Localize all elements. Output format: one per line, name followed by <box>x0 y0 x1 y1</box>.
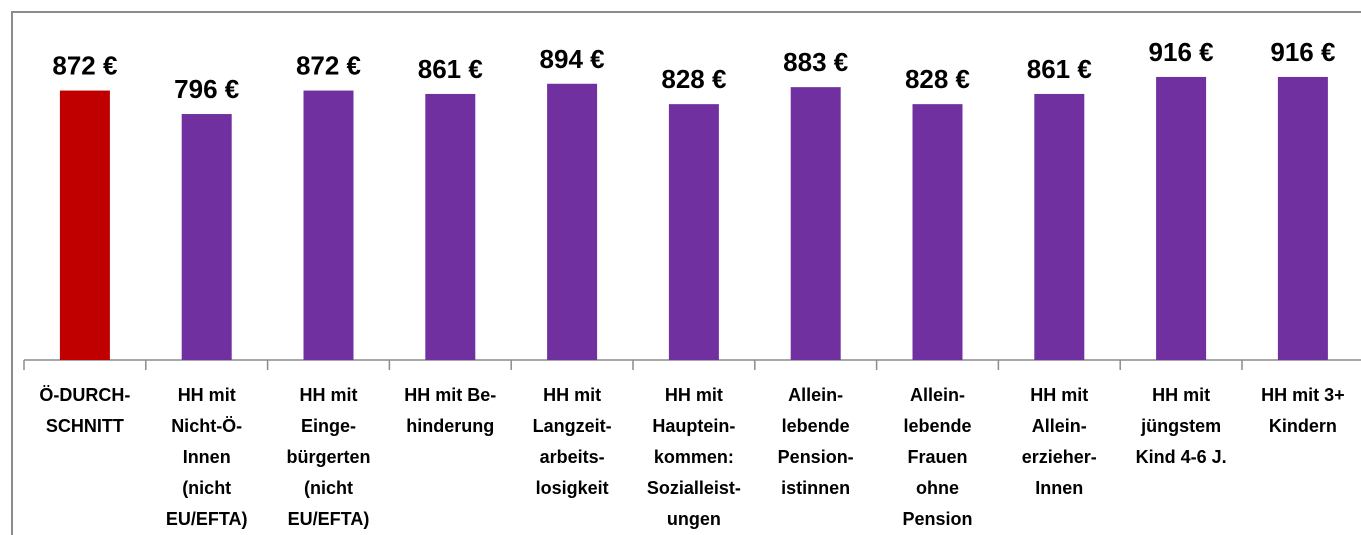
x-tick-label: HH mit 3+ Kindern <box>1261 385 1345 436</box>
x-tick-label: HH mit Langzeit- arbeits- losigkeit <box>532 385 612 498</box>
x-tick-label: HH mit jüngstem Kind 4-6 J. <box>1135 385 1227 467</box>
x-tick-label: HH mit Nicht-Ö- Innen (nicht EU/EFTA) <box>165 385 248 529</box>
x-tick-label: Ö-DURCH- SCHNITT <box>39 385 131 436</box>
value-label: 828 € <box>905 64 970 94</box>
value-label: 861 € <box>1027 54 1092 84</box>
bar <box>790 87 841 360</box>
x-tick-label: HH mit Be- hinderung <box>404 385 497 436</box>
value-label: 883 € <box>783 47 848 77</box>
value-label: 796 € <box>174 74 239 104</box>
bar <box>303 90 354 360</box>
x-tick-label: HH mit Hauptein- kommen: Sozialleist- un… <box>646 385 741 529</box>
bar <box>668 104 719 360</box>
bar <box>59 90 110 360</box>
bar <box>425 93 476 361</box>
value-label: 861 € <box>418 54 483 84</box>
x-tick-label: HH mit Allein- erzieher- Innen <box>1021 385 1097 498</box>
value-label: 872 € <box>296 51 361 81</box>
x-tick-label: HH mit Einge- bürgerten (nicht EU/EFTA) <box>286 385 371 529</box>
value-label: 916 € <box>1149 37 1214 67</box>
value-label: 828 € <box>661 64 726 94</box>
bar <box>912 104 963 360</box>
value-label: 916 € <box>1270 37 1335 67</box>
value-label: 872 € <box>52 51 117 81</box>
chart-frame <box>11 11 1361 535</box>
value-label: 894 € <box>540 44 605 74</box>
bar <box>1156 76 1207 361</box>
bar <box>1277 76 1328 361</box>
bar <box>547 83 598 360</box>
bar <box>181 114 232 360</box>
x-tick-label: Allein- lebende Pension- istinnen <box>777 385 854 498</box>
x-tick-label: Allein- lebende Frauen ohne Pension <box>902 385 973 529</box>
bar <box>1034 93 1085 361</box>
